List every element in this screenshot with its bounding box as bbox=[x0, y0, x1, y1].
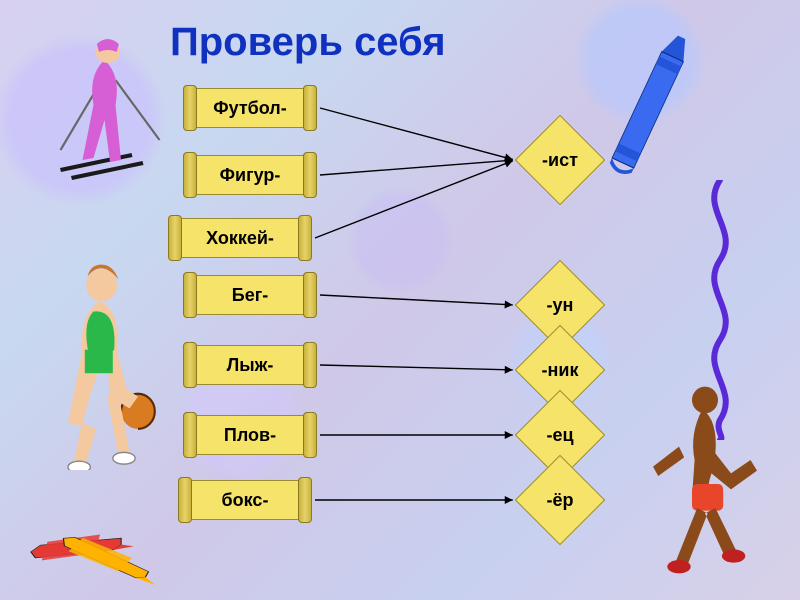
scroll-ski[interactable]: Лыж- bbox=[190, 345, 310, 385]
scroll-swim[interactable]: Плов- bbox=[190, 415, 310, 455]
stage: Проверь себя Футбол- Фигур- Хоккей- Бег- Лыж… bbox=[0, 0, 800, 600]
squiggle-icon bbox=[690, 180, 750, 440]
scroll-hockey[interactable]: Хоккей- bbox=[175, 218, 305, 258]
skier-icon bbox=[55, 30, 165, 180]
page-title: Проверь себя bbox=[170, 20, 446, 65]
diamond-label: -ёр bbox=[528, 468, 592, 532]
scroll-box[interactable]: бокс- bbox=[185, 480, 305, 520]
diamond-yor[interactable]: -ёр bbox=[528, 468, 592, 532]
scroll-run[interactable]: Бег- bbox=[190, 275, 310, 315]
scroll-figure[interactable]: Фигур- bbox=[190, 155, 310, 195]
scroll-football[interactable]: Футбол- bbox=[190, 88, 310, 128]
basketball-player-icon bbox=[40, 250, 180, 470]
